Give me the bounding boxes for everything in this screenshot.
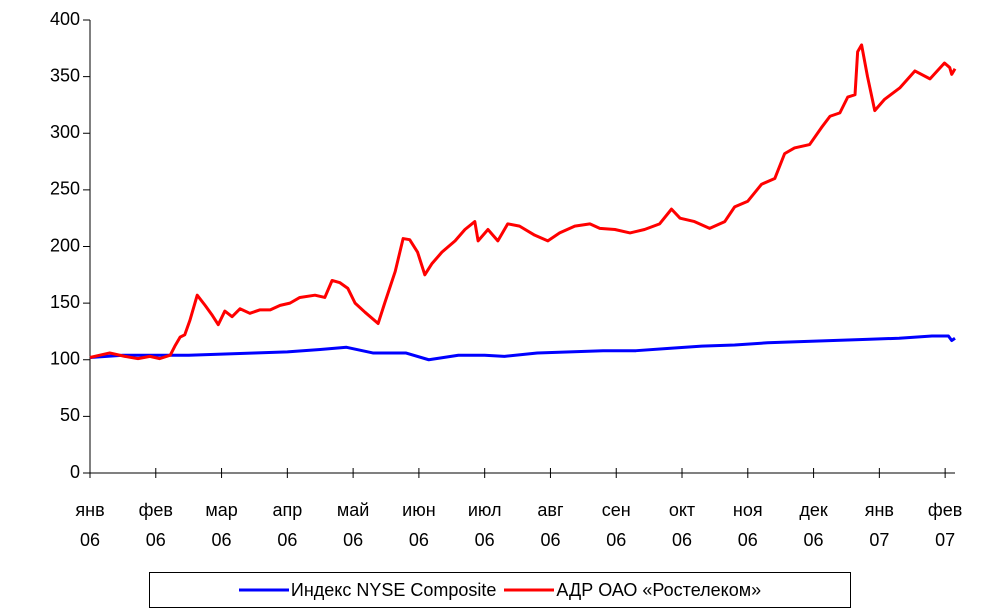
y-tick-label: 400 <box>50 9 80 29</box>
x-tick-label: окт 06 <box>668 500 696 550</box>
y-tick-label: 200 <box>50 235 80 255</box>
legend-swatch <box>504 588 555 592</box>
series-line <box>89 334 956 362</box>
legend-item: АДР ОАО «Ростелеком» <box>504 580 761 601</box>
y-tick-label: 100 <box>50 349 80 369</box>
x-tick-label: янв 07 <box>864 500 894 550</box>
x-tick-label: фев 06 <box>138 500 173 550</box>
legend-label: АДР ОАО «Ростелеком» <box>556 579 762 600</box>
x-tick-label: июн 06 <box>402 500 436 550</box>
legend: Индекс NYSE Composite АДР ОАО «Ростелеком… <box>149 572 851 608</box>
x-tick-label: апр 06 <box>272 500 303 550</box>
x-tick-label: июл 06 <box>467 500 502 550</box>
y-tick-label: 0 <box>70 462 80 482</box>
y-tick-label: 50 <box>60 405 80 425</box>
x-tick-label: фев 07 <box>927 500 963 550</box>
y-tick-label: 150 <box>50 292 80 312</box>
legend-item: Индекс NYSE Composite <box>238 579 497 601</box>
legend-label: Индекс NYSE Composite <box>290 579 497 600</box>
x-tick-label: дек 06 <box>799 500 828 550</box>
x-tick-label: май 06 <box>336 500 370 550</box>
y-tick-label: 300 <box>50 122 80 142</box>
series-line <box>89 43 957 361</box>
x-tick-label: ноя 06 <box>732 500 763 550</box>
x-tick-label: янв 06 <box>75 500 105 550</box>
y-tick-label: 350 <box>50 65 80 85</box>
x-tick-label: мар 06 <box>205 500 238 550</box>
legend-swatch <box>238 588 289 592</box>
y-tick-label: 250 <box>50 179 80 199</box>
x-tick-label: сен 06 <box>601 500 631 550</box>
x-tick-label: авг 06 <box>537 500 564 550</box>
